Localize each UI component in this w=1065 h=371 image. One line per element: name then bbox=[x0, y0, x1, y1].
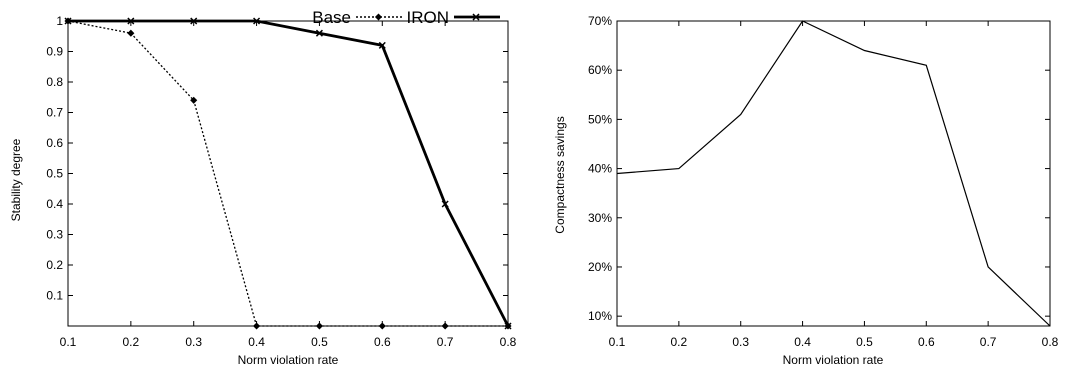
compactness-plot-frame bbox=[616, 20, 1051, 327]
compactness-y-tick-label: 20% bbox=[588, 260, 612, 274]
compactness-y-ticks: 10% 20% 30% 40% 50% 60% 70% bbox=[588, 14, 1050, 323]
stability-point-iron bbox=[378, 41, 386, 49]
compactness-x-tick-label: 0.7 bbox=[980, 335, 997, 349]
stability-point-base bbox=[253, 322, 261, 330]
stability-series-line-iron bbox=[68, 19, 510, 327]
stability-series bbox=[64, 17, 512, 330]
stability-x-tick-label: 0.2 bbox=[123, 335, 140, 349]
compactness-y-tick-label: 50% bbox=[588, 112, 612, 126]
stability-x-tick-label: 0.3 bbox=[185, 335, 202, 349]
stability-x-axis-label: Norm violation rate bbox=[238, 353, 339, 367]
stability-y-tick-label: 0.2 bbox=[46, 258, 63, 272]
compactness-y-tick-label: 60% bbox=[588, 63, 612, 77]
stability-y-tick-label: 0.5 bbox=[46, 167, 63, 181]
stability-y-tick-label: 0.9 bbox=[46, 45, 63, 59]
legend-marker-iron bbox=[472, 13, 480, 21]
stability-y-tick-label: 0.4 bbox=[46, 197, 63, 211]
stability-x-tick-label: 0.7 bbox=[437, 335, 454, 349]
compactness-x-tick-label: 0.4 bbox=[794, 335, 811, 349]
legend-marker-base bbox=[374, 13, 383, 21]
stability-legend: Base IRON bbox=[312, 8, 500, 27]
stability-x-tick-label: 0.6 bbox=[374, 335, 391, 349]
compactness-x-tick-label: 0.3 bbox=[732, 335, 749, 349]
compactness-x-tick-label: 0.5 bbox=[856, 335, 873, 349]
stability-point-iron bbox=[127, 17, 135, 25]
stability-x-ticks: 0.1 0.2 0.3 0.4 0.5 0.6 0.7 0.8 bbox=[60, 21, 517, 349]
stability-point-iron bbox=[504, 322, 512, 330]
compactness-x-tick-label: 0.2 bbox=[671, 335, 688, 349]
legend-label-base: Base bbox=[312, 8, 351, 27]
legend-label-iron: IRON bbox=[407, 8, 450, 27]
stability-point-base bbox=[127, 29, 135, 37]
stability-point-base bbox=[190, 96, 198, 104]
compactness-x-tick-label: 0.8 bbox=[1042, 335, 1059, 349]
compactness-y-axis-label: Compactness savings bbox=[553, 116, 567, 233]
stability-x-tick-label: 0.4 bbox=[248, 335, 265, 349]
stability-point-base bbox=[315, 322, 323, 330]
stability-x-tick-label: 0.8 bbox=[500, 335, 517, 349]
stability-point-base bbox=[441, 322, 449, 330]
compactness-series-line-savings bbox=[616, 20, 1051, 327]
stability-x-tick-label: 0.1 bbox=[60, 335, 77, 349]
compactness-y-tick-label: 10% bbox=[588, 309, 612, 323]
compactness-x-tick-label: 0.1 bbox=[609, 335, 626, 349]
stability-y-tick-label: 0.7 bbox=[46, 106, 63, 120]
stability-y-tick-label: 0.1 bbox=[46, 289, 63, 303]
stability-y-tick-label: 1 bbox=[56, 14, 63, 28]
compactness-x-tick-label: 0.6 bbox=[918, 335, 935, 349]
stability-point-base bbox=[378, 322, 386, 330]
compactness-x-axis-label: Norm violation rate bbox=[783, 353, 884, 367]
stability-plot-frame bbox=[67, 20, 509, 327]
compactness-x-ticks: 0.1 0.2 0.3 0.4 0.5 0.6 0.7 0.8 bbox=[609, 21, 1059, 349]
stability-y-axis-label: Stability degree bbox=[9, 138, 23, 221]
compactness-y-tick-label: 30% bbox=[588, 211, 612, 225]
stability-point-iron bbox=[441, 200, 449, 208]
stability-point-iron bbox=[253, 17, 261, 25]
stability-point-iron bbox=[64, 17, 72, 25]
stability-chart: 0.1 0.2 0.3 0.4 0.5 0.6 0.7 0.8 0.1 0.2 0.3 0.4 0.5… bbox=[9, 8, 517, 367]
stability-y-tick-label: 0.6 bbox=[46, 136, 63, 150]
stability-y-tick-label: 0.8 bbox=[46, 75, 63, 89]
stability-point-iron bbox=[190, 17, 198, 25]
stability-y-ticks: 0.1 0.2 0.3 0.4 0.5 0.6 0.7 0.8 0.9 1 bbox=[46, 14, 508, 303]
stability-y-tick-label: 0.3 bbox=[46, 228, 63, 242]
stability-series-line-base bbox=[67, 20, 508, 327]
compactness-chart: 0.1 0.2 0.3 0.4 0.5 0.6 0.7 0.8 10% 20% 30% 40% 50%… bbox=[553, 14, 1059, 367]
stability-x-tick-label: 0.5 bbox=[311, 335, 328, 349]
compactness-y-tick-label: 40% bbox=[588, 162, 612, 176]
stability-point-iron bbox=[315, 29, 323, 37]
compactness-series bbox=[616, 20, 1051, 327]
compactness-y-tick-label: 70% bbox=[588, 14, 612, 28]
